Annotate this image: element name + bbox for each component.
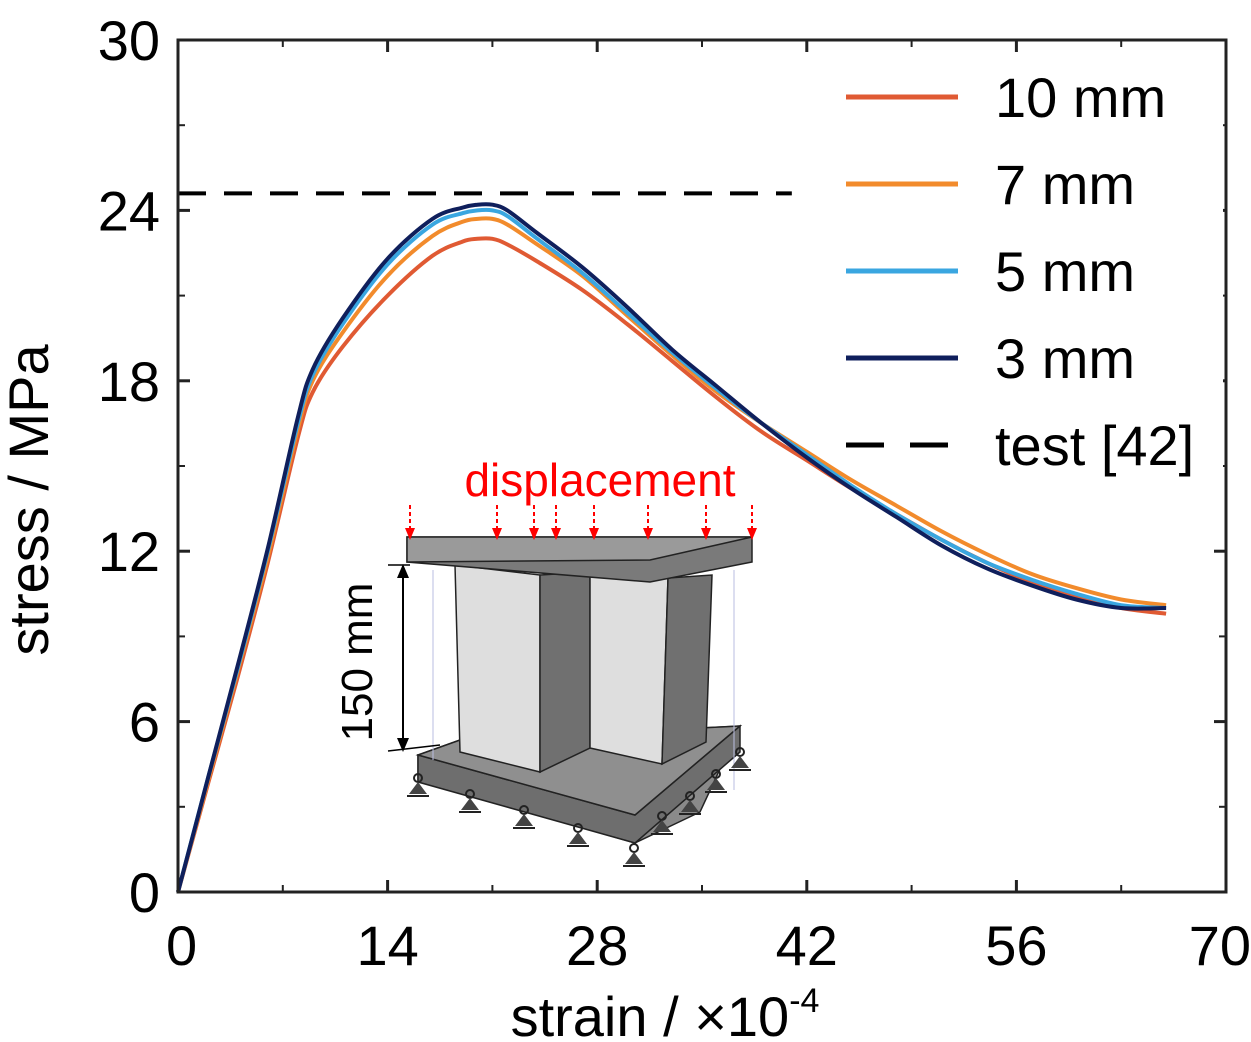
displacement-arrows bbox=[405, 505, 757, 540]
inset-top-plate-face bbox=[406, 536, 753, 563]
legend-label: 3 mm bbox=[995, 327, 1135, 390]
x-tick-label: 28 bbox=[566, 914, 628, 977]
legend-label: 7 mm bbox=[995, 153, 1135, 216]
support-triangle bbox=[569, 832, 587, 844]
displacement-arrowhead bbox=[405, 528, 415, 540]
y-tick-label: 30 bbox=[98, 9, 160, 72]
legend-background bbox=[978, 58, 1223, 490]
displacement-arrowhead bbox=[643, 528, 653, 540]
dimension-label: 150 mm bbox=[333, 583, 382, 742]
y-tick-label: 12 bbox=[98, 520, 160, 583]
support-triangle bbox=[681, 800, 699, 812]
inset-left-block-side bbox=[539, 571, 591, 774]
displacement-arrowhead bbox=[529, 528, 539, 540]
displacement-arrowhead bbox=[747, 528, 757, 540]
displacement-label: displacement bbox=[464, 454, 735, 506]
y-tick-label: 0 bbox=[129, 861, 160, 924]
y-axis-label: stress / MPa bbox=[0, 344, 60, 656]
support-triangle bbox=[625, 852, 643, 864]
inset-right-block bbox=[589, 571, 669, 765]
x-tick-label: 14 bbox=[356, 914, 418, 977]
dimension-tick bbox=[387, 744, 441, 752]
tick-labels: 0 14 28 42 56 70 0 6 12 18 24 30 bbox=[98, 9, 1251, 977]
legend-label: 5 mm bbox=[995, 240, 1135, 303]
support-triangle bbox=[653, 820, 671, 832]
legend-label: 10 mm bbox=[995, 66, 1166, 129]
x-tick-label: 70 bbox=[1189, 914, 1251, 977]
y-tick-label: 24 bbox=[98, 179, 160, 242]
plot-frame bbox=[176, 38, 1228, 894]
inset-right-block-side bbox=[661, 574, 713, 766]
displacement-arrowhead bbox=[701, 528, 711, 540]
support-triangle bbox=[731, 756, 749, 768]
x-axis-label: strain / ×10-4 bbox=[511, 982, 820, 1042]
x-axis-label-exponent: -4 bbox=[789, 982, 819, 1020]
support-symbols bbox=[407, 747, 751, 867]
x-tick-label: 42 bbox=[776, 914, 838, 977]
dimension-arrowhead-bottom bbox=[397, 738, 409, 752]
series-lines bbox=[176, 191, 1167, 893]
displacement-arrowhead bbox=[551, 528, 561, 540]
displacement-arrowhead bbox=[492, 528, 502, 540]
y-tick-label: 6 bbox=[129, 691, 160, 754]
x-tick-label: 56 bbox=[985, 914, 1047, 977]
dimension-arrowhead-top bbox=[397, 564, 409, 578]
inset-left-block bbox=[454, 564, 541, 773]
x-axis-label-text: strain / ×10 bbox=[511, 985, 790, 1042]
x-tick-label: 0 bbox=[166, 914, 197, 977]
specimen-inset: 150 mm displacement bbox=[333, 454, 757, 867]
y-tick-label: 18 bbox=[98, 350, 160, 413]
support-triangle bbox=[515, 814, 533, 826]
support-triangle bbox=[707, 778, 725, 790]
support-triangle bbox=[409, 782, 427, 794]
series-line-3-mm bbox=[176, 202, 1167, 893]
legend: 10 mm 7 mm 5 mm 3 mm test [42] bbox=[846, 58, 1223, 490]
displacement-arrowhead bbox=[589, 528, 599, 540]
legend-label: test [42] bbox=[995, 414, 1194, 477]
support-triangle bbox=[461, 798, 479, 810]
